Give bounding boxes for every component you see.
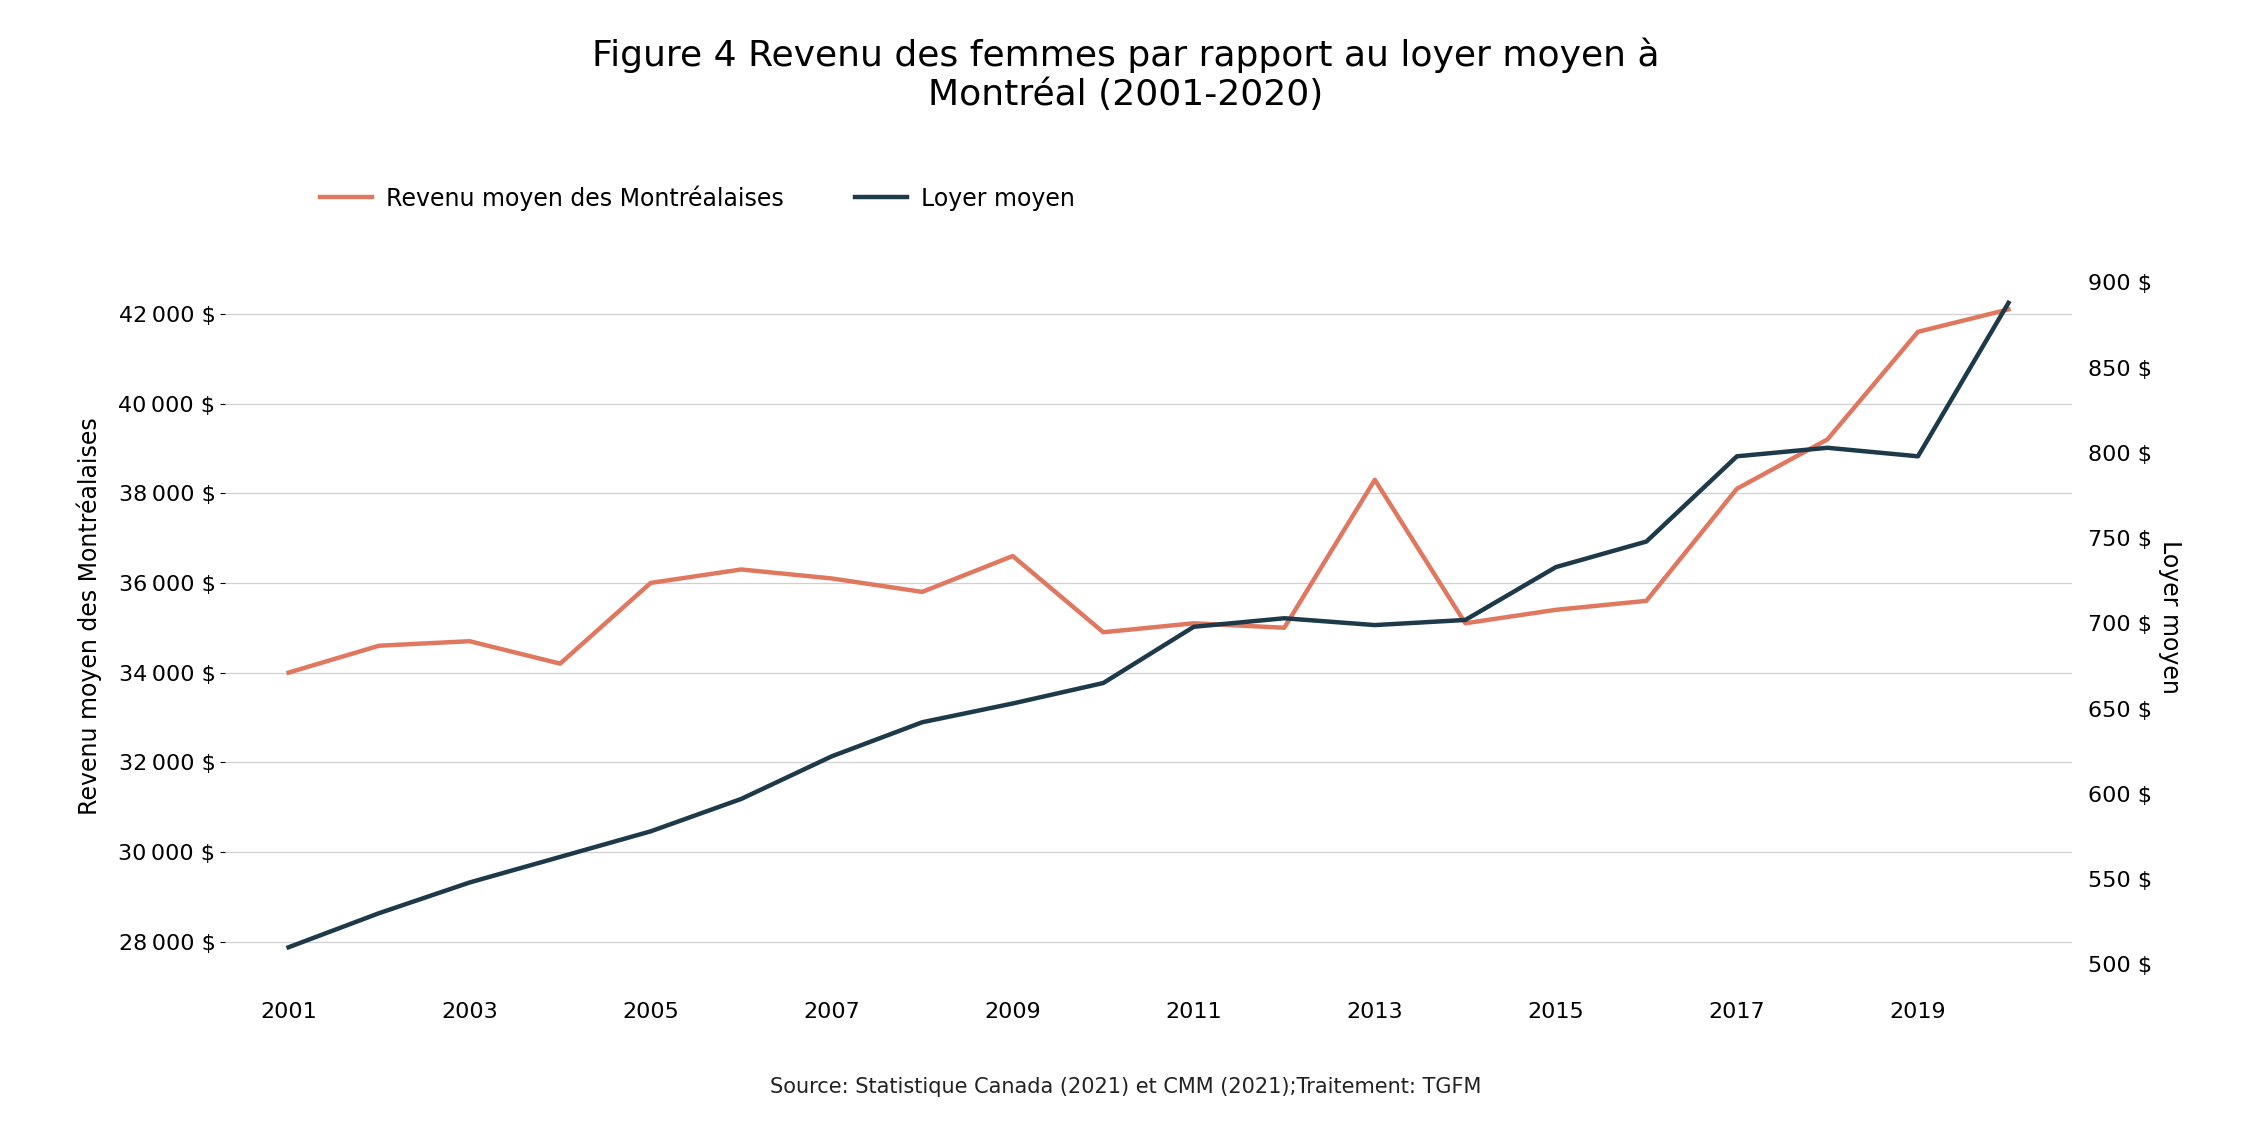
Revenu moyen des Montréalaises [1905,325,1932,339]
Loyer moyen [1633,535,1660,548]
Revenu moyen des Montréalaises [1090,626,1117,639]
Loyer moyen [457,876,484,889]
Loyer moyen [1270,612,1297,626]
Loyer moyen [817,750,844,763]
Revenu moyen des Montréalaises [910,585,937,599]
Y-axis label: Loyer moyen: Loyer moyen [2157,539,2182,694]
Revenu moyen des Montréalaises [817,572,844,585]
Loyer moyen [910,715,937,729]
Loyer moyen [1180,620,1207,633]
Loyer moyen [1905,450,1932,463]
Loyer moyen [1723,450,1750,463]
Revenu moyen des Montréalaises [1995,303,2022,316]
Revenu moyen des Montréalaises [727,563,754,576]
Text: Source: Statistique Canada (2021) et CMM (2021);Traitement: TGFM: Source: Statistique Canada (2021) et CMM… [770,1077,1482,1097]
Loyer moyen [1995,296,2022,309]
Text: Figure 4 Revenu des femmes par rapport au loyer moyen à
Montréal (2001-2020): Figure 4 Revenu des femmes par rapport a… [592,37,1660,112]
Loyer moyen [1360,619,1387,632]
Revenu moyen des Montréalaises [1543,603,1570,617]
Revenu moyen des Montréalaises [1360,473,1387,487]
Revenu moyen des Montréalaises [1453,617,1480,630]
Y-axis label: Revenu moyen des Montréalaises: Revenu moyen des Montréalaises [77,418,101,815]
Loyer moyen [365,907,392,920]
Revenu moyen des Montréalaises [1813,433,1840,446]
Loyer moyen [1090,676,1117,689]
Loyer moyen [547,850,574,863]
Revenu moyen des Montréalaises [637,576,664,590]
Revenu moyen des Montréalaises [365,639,392,652]
Line: Revenu moyen des Montréalaises: Revenu moyen des Montréalaises [288,309,2009,673]
Loyer moyen [727,793,754,806]
Revenu moyen des Montréalaises [1723,482,1750,495]
Legend: Revenu moyen des Montréalaises, Loyer moyen: Revenu moyen des Montréalaises, Loyer mo… [311,176,1085,220]
Loyer moyen [275,941,302,954]
Revenu moyen des Montréalaises [1270,621,1297,634]
Revenu moyen des Montréalaises [1000,549,1027,563]
Loyer moyen [1813,441,1840,454]
Revenu moyen des Montréalaises [547,657,574,670]
Loyer moyen [1543,560,1570,574]
Revenu moyen des Montréalaises [1180,617,1207,630]
Line: Loyer moyen: Loyer moyen [288,303,2009,947]
Revenu moyen des Montréalaises [457,634,484,648]
Revenu moyen des Montréalaises [275,666,302,679]
Revenu moyen des Montréalaises [1633,594,1660,608]
Loyer moyen [637,825,664,839]
Loyer moyen [1000,697,1027,711]
Loyer moyen [1453,613,1480,627]
